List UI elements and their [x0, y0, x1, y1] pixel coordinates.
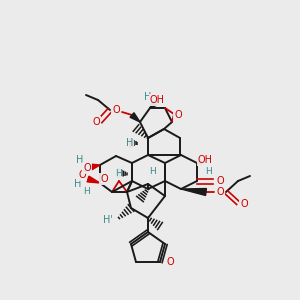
Polygon shape	[197, 159, 202, 165]
Text: H: H	[115, 169, 122, 178]
Text: O: O	[240, 199, 248, 209]
Polygon shape	[150, 101, 157, 108]
Text: H: H	[82, 188, 89, 196]
Text: O: O	[78, 170, 86, 180]
Text: O: O	[216, 176, 224, 186]
Text: H: H	[126, 138, 134, 148]
Text: H: H	[74, 179, 82, 189]
Text: H': H'	[103, 215, 113, 225]
Text: H: H	[76, 155, 84, 165]
Polygon shape	[130, 113, 140, 122]
Text: OH: OH	[149, 95, 164, 105]
Text: O: O	[166, 257, 174, 267]
Text: O: O	[100, 174, 108, 184]
Text: H: H	[144, 92, 152, 102]
Polygon shape	[87, 176, 100, 183]
Text: H: H	[148, 167, 155, 176]
Text: O: O	[92, 117, 100, 127]
Polygon shape	[90, 164, 100, 170]
Polygon shape	[181, 188, 206, 196]
Text: O: O	[83, 163, 91, 173]
Text: H: H	[205, 167, 212, 176]
Text: OH: OH	[197, 155, 212, 165]
Text: O: O	[216, 187, 224, 197]
Text: O: O	[112, 105, 120, 115]
Text: O: O	[174, 110, 182, 120]
